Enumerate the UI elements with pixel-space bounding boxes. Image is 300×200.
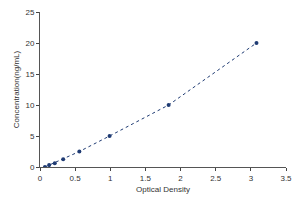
svg-text:3: 3 — [249, 174, 254, 183]
svg-text:Optical Density: Optical Density — [136, 185, 190, 194]
svg-text:1: 1 — [108, 174, 113, 183]
svg-text:0.5: 0.5 — [70, 174, 82, 183]
svg-text:15: 15 — [25, 70, 34, 79]
svg-text:10: 10 — [25, 101, 34, 110]
svg-text:Concentration(ng/mL): Concentration(ng/mL) — [12, 50, 21, 128]
svg-text:25: 25 — [25, 8, 34, 17]
svg-text:0: 0 — [30, 163, 35, 172]
svg-text:5: 5 — [30, 132, 35, 141]
svg-text:2.5: 2.5 — [210, 174, 222, 183]
svg-text:20: 20 — [25, 39, 34, 48]
svg-text:0: 0 — [38, 174, 43, 183]
svg-text:1.5: 1.5 — [140, 174, 152, 183]
svg-text:3.5: 3.5 — [280, 174, 292, 183]
svg-text:2: 2 — [178, 174, 183, 183]
